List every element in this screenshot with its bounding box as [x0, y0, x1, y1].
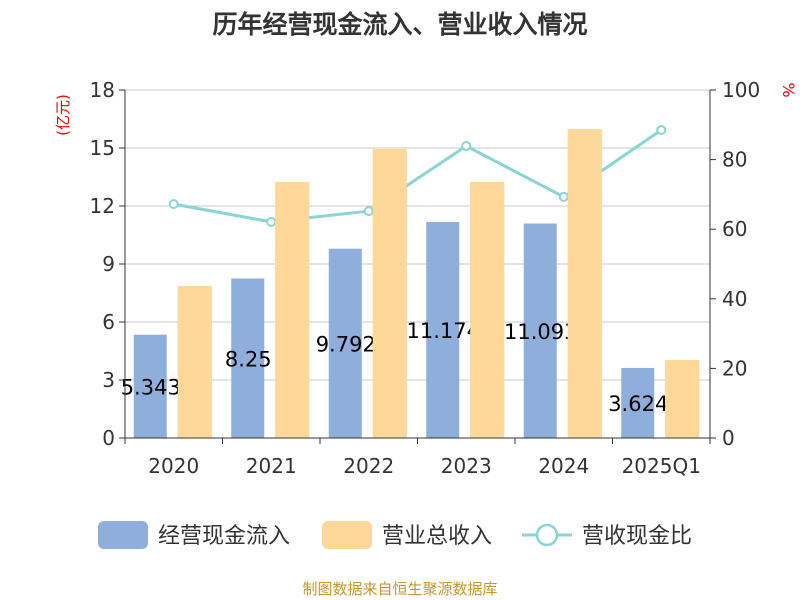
bar-cash-inflow — [328, 248, 362, 438]
x-tick-label: 2025Q1 — [622, 454, 701, 478]
footer-source: 制图数据来自恒生聚源数据库 — [302, 580, 497, 598]
left-axis-label: (亿元) — [54, 94, 72, 136]
bar-cash-inflow — [621, 367, 655, 438]
left-tick-label: 3 — [102, 368, 115, 392]
x-tick-label: 2022 — [343, 454, 394, 478]
left-tick-label: 12 — [90, 194, 115, 218]
right-tick-label: 0 — [722, 426, 735, 450]
right-tick-label: 80 — [722, 148, 747, 172]
right-tick-label: 20 — [722, 356, 747, 380]
right-tick-label: 60 — [722, 217, 747, 241]
data-label: 3.624 — [608, 392, 668, 416]
bar-cash-inflow — [133, 334, 167, 438]
ratio-point — [461, 141, 472, 152]
bar-revenue-overlay — [275, 182, 310, 438]
data-label: 11.093 — [504, 320, 577, 344]
right-tick-label: 100 — [722, 78, 760, 102]
right-axis-label: % — [779, 82, 798, 97]
legend-label: 经营现金流入 — [158, 524, 290, 549]
data-label: 11.174 — [407, 319, 480, 343]
bar-cash-inflow — [231, 278, 265, 438]
bar-revenue-overlay — [470, 182, 505, 438]
x-tick-label: 2020 — [148, 454, 199, 478]
bar-revenue-overlay — [372, 148, 407, 438]
legend-swatch-cash-inflow — [98, 521, 148, 549]
ratio-point — [363, 206, 374, 217]
ratio-point — [266, 216, 277, 227]
legend-label: 营业总收入 — [382, 524, 492, 549]
bar-revenue-overlay — [177, 286, 212, 438]
left-tick-label: 0 — [102, 426, 115, 450]
left-tick-label: 9 — [102, 252, 115, 276]
right-tick-label: 40 — [722, 287, 747, 311]
left-tick-label: 6 — [102, 310, 115, 334]
left-tick-label: 15 — [90, 136, 115, 160]
x-tick-label: 2024 — [538, 454, 589, 478]
legend-label: 营收现金比 — [582, 524, 692, 549]
ratio-point — [656, 125, 667, 136]
legend-swatch-revenue — [322, 521, 372, 549]
ratio-point — [558, 191, 569, 202]
bar-cash-inflow — [426, 221, 460, 438]
chart-title: 历年经营现金流入、营业收入情况 — [212, 10, 587, 39]
bar-cash-inflow — [523, 223, 557, 438]
data-label: 8.25 — [225, 347, 272, 371]
x-tick-label: 2023 — [441, 454, 492, 478]
data-label: 5.343 — [121, 375, 181, 399]
bar-revenue-overlay — [665, 360, 700, 438]
x-tick-label: 2021 — [246, 454, 297, 478]
left-tick-label: 18 — [90, 78, 115, 102]
ratio-point — [168, 199, 179, 210]
bar-revenue-overlay — [567, 129, 602, 438]
data-label: 9.792 — [316, 332, 376, 356]
legend-marker-ratio — [535, 523, 559, 547]
